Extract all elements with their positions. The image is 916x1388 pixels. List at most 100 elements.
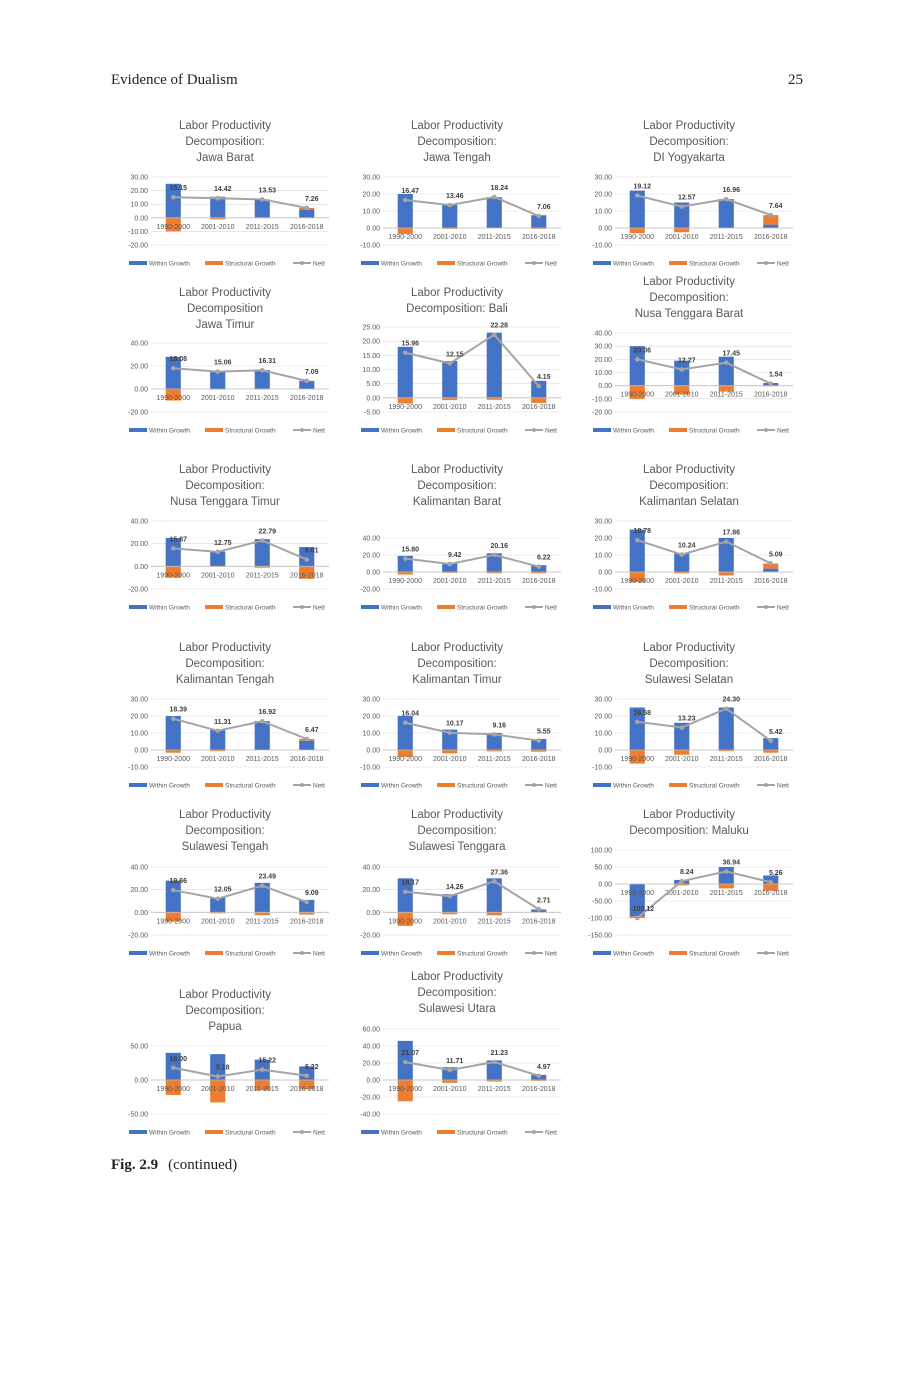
y-tick-label: 0.00 — [134, 910, 148, 917]
legend-label-structural: Structural Growth — [689, 428, 740, 435]
bar-within-growth — [299, 547, 315, 567]
data-label: 5.55 — [537, 729, 551, 736]
data-label: 19.12 — [633, 183, 651, 190]
y-tick-label: 0.00 — [598, 748, 612, 755]
nett-marker — [768, 212, 774, 218]
x-tick-label: 1990-2000 — [621, 756, 655, 763]
chart-title: Decomposition: Maluku — [629, 825, 749, 837]
bar-structural-growth — [442, 912, 458, 915]
y-tick-label: 30.00 — [594, 519, 612, 526]
y-tick-label: 10.00 — [130, 731, 148, 738]
x-tick-label: 2016-2018 — [522, 404, 556, 411]
legend-label-within: Within Growth — [381, 605, 422, 612]
data-label: 10.17 — [446, 721, 464, 728]
x-tick-label: 2016-2018 — [290, 395, 324, 402]
data-label: 6.01 — [305, 548, 319, 555]
bar-within-growth — [210, 551, 226, 567]
bar-structural-growth — [674, 884, 690, 886]
nett-marker — [768, 381, 774, 386]
legend-label-structural: Structural Growth — [457, 783, 508, 790]
legend-label-within: Within Growth — [381, 1130, 422, 1137]
legend-marker-nett — [532, 605, 536, 609]
chart-title: Labor Productivity — [643, 120, 735, 132]
nett-marker — [679, 878, 685, 884]
y-tick-label: 20.00 — [130, 887, 148, 894]
bar-within-growth — [718, 199, 734, 228]
bar-within-growth — [210, 371, 226, 389]
chart-title: Jawa Timur — [196, 319, 255, 331]
nett-marker — [634, 915, 640, 921]
y-tick-label: 0.00 — [366, 226, 380, 233]
nett-marker — [447, 1067, 453, 1073]
legend-swatch-within — [593, 605, 611, 609]
y-tick-label: -10.00 — [592, 587, 612, 594]
chart-panel: Labor Productivity Decomposition: DI Yogya… — [592, 120, 793, 268]
x-tick-label: 2001-2010 — [665, 756, 699, 763]
legend-label-structural: Structural Growth — [225, 783, 276, 790]
x-tick-label: 2011-2015 — [246, 572, 279, 579]
bar-within-growth — [397, 194, 413, 228]
y-tick-label: 0.00 — [366, 395, 380, 402]
bar-structural-growth — [674, 572, 690, 574]
nett-marker — [634, 537, 640, 543]
bar-within-growth — [165, 716, 181, 750]
nett-marker — [402, 556, 408, 561]
nett-marker — [170, 365, 176, 371]
legend-label-nett: Nett — [545, 783, 557, 790]
chart-title: Jawa Tengah — [423, 152, 491, 164]
data-label: 9.16 — [492, 722, 506, 729]
nett-marker — [536, 1073, 542, 1079]
chart-title: Labor Productivity — [411, 642, 503, 654]
bar-structural-growth — [165, 217, 181, 232]
data-label: 22.79 — [258, 529, 276, 536]
y-tick-label: 0.00 — [366, 910, 380, 917]
bar-structural-growth — [299, 566, 315, 579]
legend-label-within: Within Growth — [613, 605, 654, 612]
legend-swatch-within — [361, 783, 379, 787]
chart-title: Kalimantan Selatan — [639, 496, 739, 508]
x-tick-label: 2001-2010 — [433, 578, 467, 585]
legend-marker-nett — [764, 428, 768, 432]
nett-line — [405, 1060, 540, 1077]
chart-title: Kalimantan Timur — [412, 674, 502, 686]
legend-swatch-structural — [669, 951, 687, 955]
bar-structural-growth — [442, 1080, 458, 1083]
legend-marker-nett — [532, 428, 536, 432]
y-tick-label: -10.00 — [128, 229, 148, 236]
page-number: 25 — [788, 72, 803, 88]
y-tick-label: -20.00 — [360, 587, 380, 594]
x-tick-label: 2001-2010 — [201, 572, 235, 579]
y-tick-label: 30.00 — [130, 697, 148, 704]
bar-within-growth — [486, 553, 502, 572]
y-tick-label: 50.00 — [130, 1044, 148, 1051]
x-tick-label: 2001-2010 — [201, 395, 235, 402]
data-label: 18.00 — [169, 1056, 187, 1063]
running-title: Evidence of Dualism — [111, 72, 238, 88]
nett-marker — [679, 367, 685, 372]
legend-label-structural: Structural Growth — [457, 1130, 508, 1137]
legend-swatch-structural — [437, 605, 455, 609]
nett-marker — [634, 719, 640, 725]
x-tick-label: 1990-2000 — [157, 918, 191, 925]
x-tick-label: 1990-2000 — [621, 890, 655, 897]
y-tick-label: 0.00 — [598, 570, 612, 577]
data-label: 6.47 — [305, 727, 319, 734]
bar-structural-growth — [254, 566, 270, 568]
x-tick-label: 2011-2015 — [478, 234, 511, 241]
legend-swatch-within — [593, 951, 611, 955]
chart-title: Labor Productivity — [643, 464, 735, 476]
legend-label-structural: Structural Growth — [225, 605, 276, 612]
nett-line — [405, 721, 539, 742]
bar-structural-growth — [442, 397, 458, 401]
data-label: 10.24 — [678, 543, 696, 550]
x-tick-label: 2011-2015 — [710, 392, 743, 399]
data-label: 16.96 — [722, 187, 740, 194]
legend-label-nett: Nett — [545, 428, 557, 435]
bar-within-growth — [442, 1067, 458, 1080]
x-tick-label: 2011-2015 — [478, 918, 511, 925]
legend-label-structural: Structural Growth — [457, 261, 508, 268]
nett-line — [636, 870, 771, 919]
nett-marker — [304, 899, 310, 905]
data-label: 16.31 — [258, 358, 276, 365]
bar-structural-growth — [397, 572, 413, 575]
